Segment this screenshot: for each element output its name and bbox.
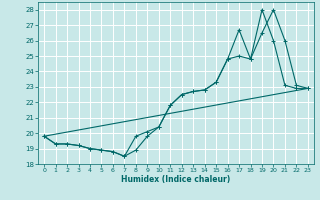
X-axis label: Humidex (Indice chaleur): Humidex (Indice chaleur) — [121, 175, 231, 184]
